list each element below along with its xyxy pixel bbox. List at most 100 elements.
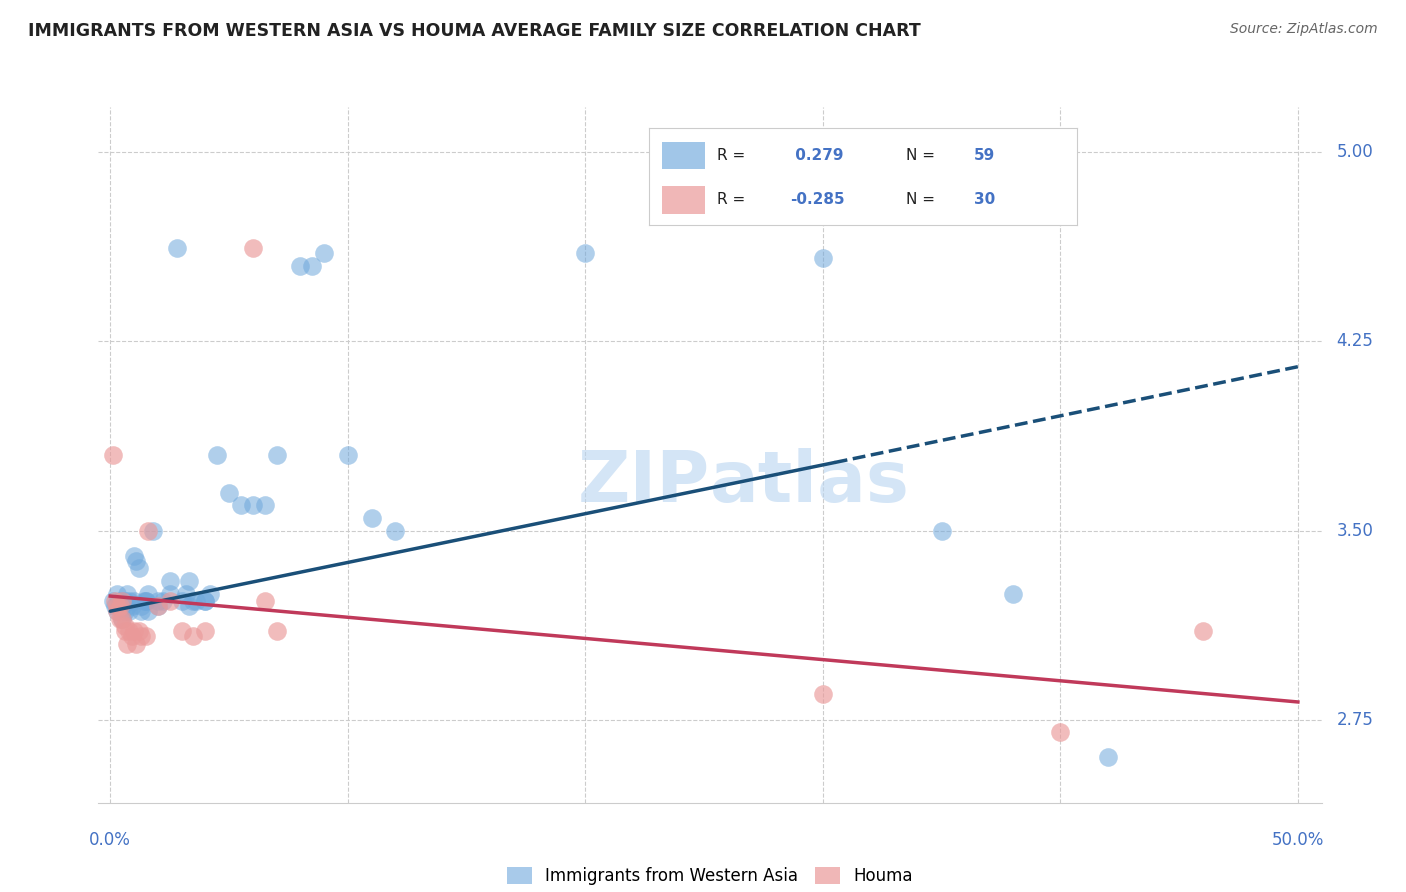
Point (166, 241, 188, 255)
Point (115, 586, 138, 600)
Point (253, 499, 276, 513)
Point (266, 624, 288, 639)
Point (115, 637, 138, 651)
Point (177, 574, 200, 588)
Point (205, 448, 228, 462)
Point (177, 599, 200, 614)
Point (142, 524, 165, 538)
Point (125, 554, 148, 568)
Text: 5.00: 5.00 (1336, 144, 1374, 161)
Point (122, 549, 145, 563)
Point (218, 485, 240, 500)
Point (107, 604, 129, 618)
Point (101, 594, 124, 608)
Text: IMMIGRANTS FROM WESTERN ASIA VS HOUMA AVERAGE FAMILY SIZE CORRELATION CHART: IMMIGRANTS FROM WESTERN ASIA VS HOUMA AV… (28, 22, 921, 40)
Point (194, 624, 217, 639)
Point (104, 594, 127, 608)
Point (253, 594, 276, 608)
Point (129, 604, 152, 618)
Point (111, 612, 134, 626)
Point (108, 599, 131, 614)
Point (194, 594, 217, 608)
Text: atlas: atlas (710, 449, 910, 517)
Point (136, 604, 159, 618)
Point (135, 629, 157, 643)
Point (108, 612, 131, 626)
Legend: Immigrants from Western Asia, Houma: Immigrants from Western Asia, Houma (501, 860, 920, 891)
Point (121, 629, 143, 643)
Point (108, 594, 131, 608)
Point (811, 252, 834, 266)
Point (111, 612, 134, 626)
Point (574, 246, 596, 260)
Point (121, 599, 143, 614)
Point (1049, 725, 1071, 739)
Point (176, 586, 198, 600)
Point (108, 599, 131, 614)
Point (194, 594, 217, 608)
Point (118, 624, 141, 639)
Text: 4.25: 4.25 (1336, 333, 1374, 351)
Text: 50.0%: 50.0% (1271, 830, 1324, 848)
Point (242, 241, 264, 255)
Point (146, 599, 169, 614)
Point (129, 629, 152, 643)
Point (931, 524, 953, 538)
Point (118, 604, 141, 618)
Point (229, 499, 252, 513)
Point (198, 586, 221, 600)
Point (128, 624, 150, 639)
Point (159, 574, 181, 588)
Point (122, 594, 145, 608)
Point (114, 604, 136, 618)
Point (360, 511, 382, 525)
Point (159, 594, 181, 608)
Point (136, 524, 159, 538)
Point (170, 594, 193, 608)
Text: ZIP: ZIP (578, 449, 710, 517)
Point (136, 586, 159, 600)
Point (1097, 750, 1119, 764)
Point (118, 594, 141, 608)
Text: 2.75: 2.75 (1336, 711, 1374, 729)
Point (114, 624, 136, 639)
Point (170, 624, 193, 639)
Point (101, 448, 124, 462)
Point (107, 586, 129, 600)
Point (183, 594, 205, 608)
Text: 0.0%: 0.0% (90, 830, 131, 848)
Point (336, 448, 359, 462)
Point (104, 599, 127, 614)
Point (114, 619, 136, 633)
Point (128, 561, 150, 575)
Point (129, 599, 152, 614)
Point (290, 259, 312, 273)
Point (301, 259, 323, 273)
Point (266, 448, 288, 462)
Point (159, 586, 181, 600)
Point (811, 687, 834, 701)
Point (384, 524, 406, 538)
Point (242, 499, 264, 513)
Point (111, 599, 134, 614)
Point (312, 246, 335, 260)
Point (125, 637, 148, 651)
Point (135, 594, 157, 608)
Point (114, 594, 136, 608)
Point (135, 594, 157, 608)
Point (111, 594, 134, 608)
Point (183, 629, 205, 643)
Text: Source: ZipAtlas.com: Source: ZipAtlas.com (1230, 22, 1378, 37)
Point (146, 599, 169, 614)
Point (146, 594, 169, 608)
Text: 3.50: 3.50 (1336, 522, 1374, 540)
Point (115, 599, 138, 614)
Point (132, 594, 155, 608)
Point (107, 604, 129, 618)
Point (1001, 586, 1024, 600)
Point (122, 624, 145, 639)
Point (107, 599, 129, 614)
Point (1192, 624, 1215, 639)
Point (152, 594, 174, 608)
Point (184, 594, 207, 608)
